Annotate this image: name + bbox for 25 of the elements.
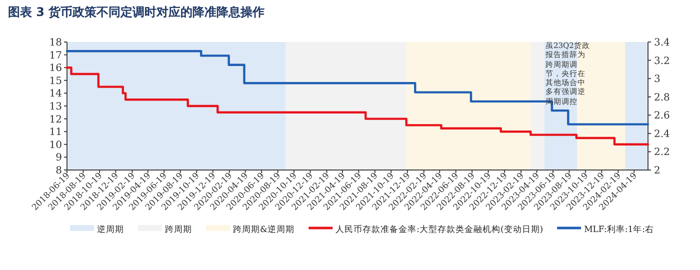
legend-label: MLF:利率:1年:右	[584, 224, 654, 235]
y-tick-label: 9	[56, 152, 62, 164]
y2-tick-label: 2.4	[654, 128, 670, 140]
y-tick-label: 8	[56, 166, 62, 176]
legend-label: 跨周期&逆周期	[233, 224, 295, 235]
y2-tick-label: 3.4	[654, 38, 670, 48]
y-tick-label: 18	[49, 38, 62, 48]
y-tick-label: 11	[49, 127, 62, 138]
y-tick-label: 13	[49, 102, 62, 112]
y-tick-label: 16	[49, 63, 62, 74]
y2-tick-label: 2.6	[654, 110, 670, 122]
y2-tick-label: 3	[654, 74, 660, 86]
y-tick-label: 10	[49, 140, 62, 151]
y-tick-label: 15	[49, 76, 62, 87]
legend-label: 跨周期	[165, 224, 192, 235]
legend-label: 逆周期	[97, 224, 124, 235]
legend-label: 人民币存款准备金率:大型存款类金融机构(变动日期)	[336, 224, 544, 235]
y2-tick-label: 3.2	[654, 56, 670, 67]
y-tick-label: 14	[49, 88, 62, 100]
y2-tick-label: 2.2	[654, 147, 670, 158]
y-tick-label: 12	[49, 114, 62, 126]
y2-tick-label: 2	[654, 166, 660, 176]
chart-title: 图表 3 货币政策不同定调时对应的降准降息操作	[8, 5, 265, 19]
y2-tick-label: 2.8	[654, 92, 670, 104]
y-tick-label: 17	[49, 50, 62, 62]
